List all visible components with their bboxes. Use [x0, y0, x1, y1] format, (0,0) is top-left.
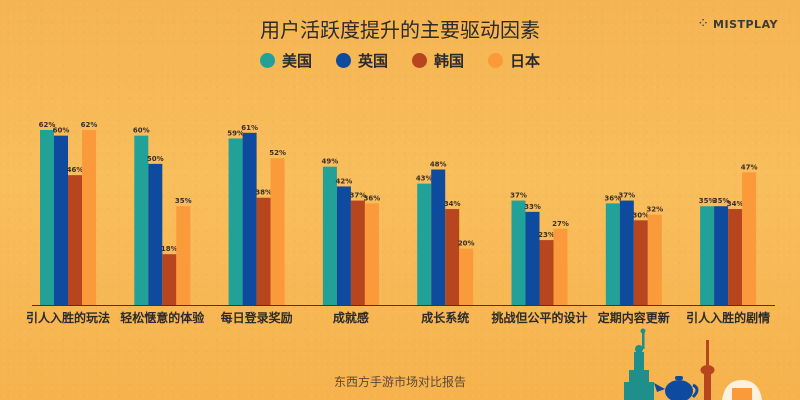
- legend-item-jp: 日本: [488, 50, 540, 71]
- bar: [54, 135, 68, 305]
- bar: [700, 206, 715, 305]
- bar: [431, 169, 446, 305]
- legend-label: 英国: [357, 52, 388, 70]
- legend-item-us: 美国: [259, 50, 312, 71]
- category-label: 引人入胜的玩法: [26, 310, 110, 325]
- data-label: 47%: [741, 163, 758, 171]
- data-label: 49%: [322, 158, 339, 166]
- data-label: 30%: [632, 211, 649, 219]
- data-label: 32%: [646, 206, 663, 214]
- legend-item-uk: 英国: [335, 50, 388, 71]
- bar: [714, 206, 729, 305]
- legend-swatch: [259, 53, 275, 68]
- bar: [539, 240, 554, 305]
- bar: [553, 228, 568, 305]
- legend-label: 韩国: [434, 52, 465, 70]
- data-label: 36%: [604, 194, 621, 202]
- data-label: 60%: [53, 127, 70, 135]
- bar: [742, 172, 757, 305]
- brand-logo: ⁘ MISTPLAY: [697, 16, 778, 32]
- data-label: 37%: [618, 192, 635, 200]
- data-label: 23%: [538, 231, 555, 239]
- data-label: 20%: [458, 240, 475, 248]
- category-label: 成长系统: [421, 310, 469, 325]
- legend-item-kr: 韩国: [412, 50, 464, 71]
- bar: [459, 248, 474, 305]
- data-label: 52%: [269, 149, 286, 157]
- data-label: 43%: [416, 175, 433, 183]
- data-label: 38%: [255, 189, 272, 197]
- data-label: 27%: [552, 220, 569, 228]
- bar: [605, 203, 620, 305]
- category-label: 轻松惬意的体验: [120, 310, 205, 325]
- bar: [511, 200, 526, 305]
- bar: [82, 130, 96, 305]
- logo-text: MISTPLAY: [713, 17, 778, 31]
- bar: [270, 158, 285, 305]
- bar: [242, 132, 257, 305]
- legend-swatch: [412, 53, 427, 68]
- chart-title: 用户活跃度提升的主要驱动因素: [260, 18, 540, 42]
- category-label: 成就感: [333, 310, 369, 325]
- category-label: 定期内容更新: [598, 310, 670, 325]
- data-label: 34%: [444, 200, 461, 208]
- legend-label: 日本: [510, 52, 541, 70]
- bar: [728, 209, 743, 305]
- legend-label: 美国: [281, 52, 312, 70]
- category-label: 引人入胜的剧情: [686, 310, 770, 325]
- bar: [336, 186, 351, 305]
- bar: [162, 254, 177, 305]
- data-label: 62%: [39, 121, 56, 129]
- data-label: 42%: [336, 177, 353, 185]
- legend-swatch: [488, 53, 504, 68]
- data-label: 33%: [524, 203, 541, 211]
- data-label: 35%: [699, 197, 716, 205]
- bar: [647, 214, 662, 305]
- bar: [445, 209, 460, 305]
- category-label: 挑战但公平的设计: [491, 310, 587, 325]
- data-label: 36%: [364, 194, 381, 202]
- bar: [417, 183, 432, 305]
- data-label: 46%: [67, 166, 84, 174]
- data-label: 59%: [227, 129, 244, 137]
- data-label: 62%: [81, 121, 98, 129]
- data-label: 34%: [727, 200, 744, 208]
- bar: [322, 166, 337, 305]
- category-label: 每日登录奖励: [221, 310, 293, 325]
- data-label: 18%: [161, 245, 178, 253]
- bar: [525, 211, 540, 305]
- mistplay-dots-icon: ⁘: [697, 16, 709, 32]
- data-label: 35%: [175, 197, 192, 205]
- bar: [633, 220, 648, 305]
- legend-swatch: [335, 53, 351, 68]
- bar: [350, 200, 365, 305]
- bar: [40, 130, 54, 305]
- data-label: 37%: [510, 192, 527, 200]
- data-label: 35%: [713, 197, 730, 205]
- data-label: 37%: [350, 192, 367, 200]
- bar: [228, 138, 243, 305]
- data-label: 60%: [133, 127, 150, 135]
- bar: [148, 163, 163, 305]
- data-label: 50%: [147, 155, 164, 163]
- bar: [364, 203, 379, 305]
- data-label: 48%: [430, 161, 447, 169]
- bar: [68, 175, 82, 305]
- source-caption: 东西方手游市场对比报告: [333, 375, 466, 389]
- bar: [256, 197, 271, 305]
- bar: [134, 135, 149, 305]
- bar: [176, 206, 191, 305]
- data-label: 61%: [241, 124, 258, 132]
- chart-legend: 美国 英国 韩国 日本: [0, 50, 800, 71]
- bar: [619, 200, 634, 305]
